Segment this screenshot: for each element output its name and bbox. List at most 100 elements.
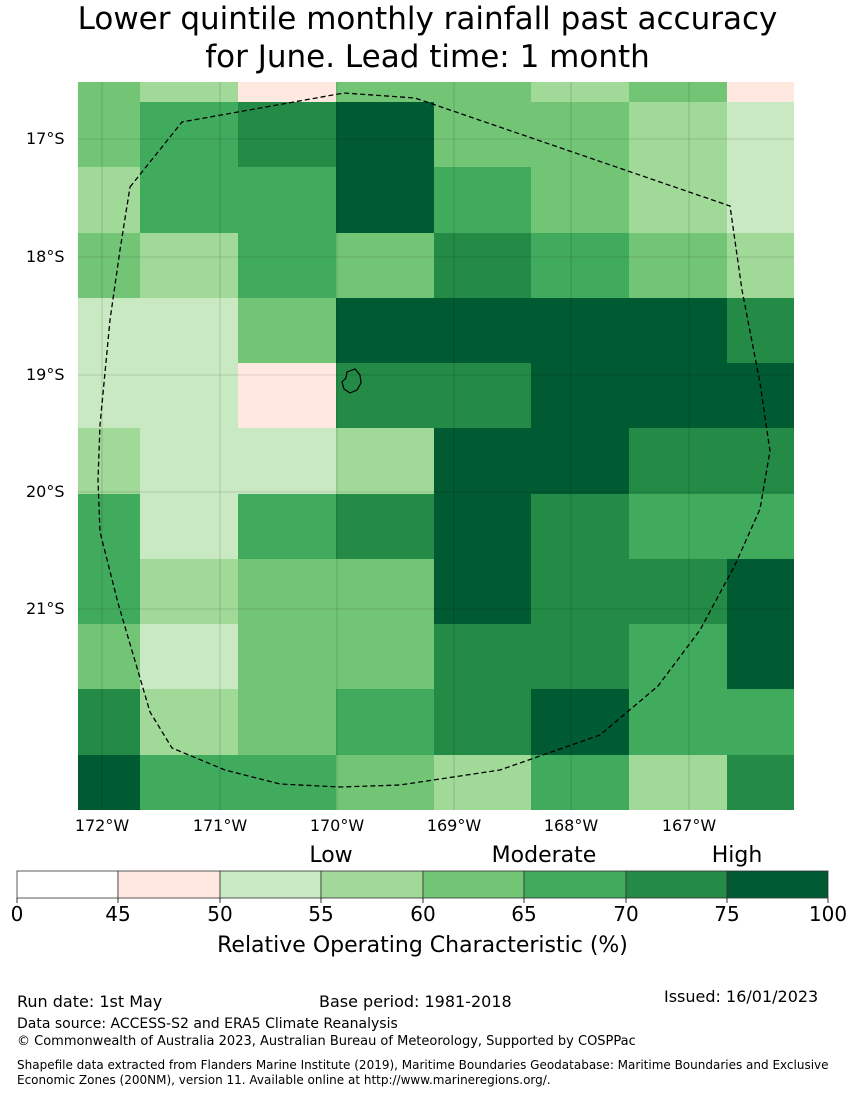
grid-cell	[238, 102, 336, 167]
grid-cell	[336, 363, 434, 428]
legend-category-low: Low	[309, 843, 353, 868]
grid-cell	[531, 167, 629, 233]
lon-label-170w: 170°W	[309, 816, 365, 835]
grid-cell	[434, 689, 531, 755]
lat-label-19s: 19°S	[26, 365, 65, 384]
grid-cell	[78, 363, 140, 428]
legend-category-moderate: Moderate	[491, 843, 597, 868]
lon-label-171w: 171°W	[192, 816, 248, 835]
grid-cell	[629, 559, 727, 624]
grid-cell	[434, 559, 531, 624]
colorbar	[16, 870, 829, 903]
grid-cell	[531, 494, 629, 559]
grid-cell	[140, 82, 238, 102]
grid-cell	[78, 233, 140, 298]
grid-cell	[238, 363, 336, 428]
grid-cell	[140, 167, 238, 233]
run-date: Run date: 1st May	[17, 992, 163, 1011]
grid-cell	[727, 559, 794, 624]
grid-cell	[78, 167, 140, 233]
grid-cell	[238, 689, 336, 755]
grid-cell	[531, 755, 629, 810]
grid-cell	[727, 428, 794, 494]
grid-cell	[531, 559, 629, 624]
grid-cell	[140, 233, 238, 298]
grid-cell	[336, 494, 434, 559]
grid-cell	[629, 298, 727, 363]
grid-cell	[78, 559, 140, 624]
colorbar-bin	[320, 870, 424, 899]
grid-cell	[531, 363, 629, 428]
grid-cell	[727, 82, 794, 102]
grid-cell	[336, 755, 434, 810]
grid-cell	[629, 494, 727, 559]
shapefile-credit-line-2: Economic Zones (200NM), version 11. Avai…	[17, 1073, 551, 1087]
grid-cell	[434, 233, 531, 298]
grid-cell	[78, 82, 140, 102]
grid-cell	[531, 102, 629, 167]
grid-cell	[434, 167, 531, 233]
colorbar-tick-70: 70	[613, 902, 639, 926]
grid-cell	[727, 102, 794, 167]
base-period: Base period: 1981-2018	[319, 992, 512, 1011]
colorbar-tick-0: 0	[10, 902, 24, 926]
grid-cell	[140, 494, 238, 559]
grid-cell	[140, 298, 238, 363]
grid-cell	[727, 167, 794, 233]
grid-cell	[434, 363, 531, 428]
lat-label-20s: 20°S	[26, 482, 65, 501]
grid-cell	[629, 363, 727, 428]
grid-cell	[336, 689, 434, 755]
issued-date: Issued: 16/01/2023	[664, 987, 819, 1006]
grid-cell	[238, 428, 336, 494]
grid-cell	[434, 494, 531, 559]
grid-cell	[336, 167, 434, 233]
grid-cell	[238, 167, 336, 233]
legend-category-high: High	[711, 843, 763, 868]
grid-cell	[238, 755, 336, 810]
grid-cell	[78, 428, 140, 494]
colorbar-bin	[523, 870, 627, 899]
grid-cell	[434, 102, 531, 167]
lat-label-21s: 21°S	[26, 599, 65, 618]
grid-cell	[531, 428, 629, 494]
shapefile-credit-line-1: Shapefile data extracted from Flanders M…	[17, 1058, 829, 1072]
grid-cell	[727, 624, 794, 689]
grid-cell	[238, 298, 336, 363]
colorbar-tick-65: 65	[511, 902, 537, 926]
grid-cell	[531, 233, 629, 298]
grid-cell	[238, 494, 336, 559]
colorbar-tick-60: 60	[410, 902, 436, 926]
grid-cell	[78, 494, 140, 559]
lon-label-168w: 168°W	[543, 816, 599, 835]
grid-cell	[727, 298, 794, 363]
grid-cell	[336, 102, 434, 167]
grid-cell	[336, 233, 434, 298]
colorbar-bin	[117, 870, 221, 899]
grid-cell	[434, 298, 531, 363]
grid-cell	[336, 428, 434, 494]
grid-cell	[434, 624, 531, 689]
grid-cell	[336, 559, 434, 624]
grid-cell	[140, 624, 238, 689]
grid-cell	[629, 624, 727, 689]
island-outline	[341, 368, 362, 394]
grid-cell	[629, 428, 727, 494]
colorbar-bin	[219, 870, 322, 899]
grid-cell	[629, 233, 727, 298]
colorbar-title: Relative Operating Characteristic (%)	[217, 933, 628, 958]
grid-cell	[140, 755, 238, 810]
grid-cell	[531, 689, 629, 755]
colorbar-tick-50: 50	[207, 902, 233, 926]
grid-cell	[629, 82, 727, 102]
colorbar-tick-100: 100	[808, 902, 848, 926]
grid-cell	[434, 428, 531, 494]
grid-cell	[140, 559, 238, 624]
colorbar-bin	[16, 870, 119, 899]
colorbar-tick-55: 55	[308, 902, 334, 926]
colorbar-bin	[625, 870, 728, 899]
grid-cell	[140, 689, 238, 755]
grid-cells	[78, 82, 794, 810]
gridlines	[78, 82, 794, 810]
